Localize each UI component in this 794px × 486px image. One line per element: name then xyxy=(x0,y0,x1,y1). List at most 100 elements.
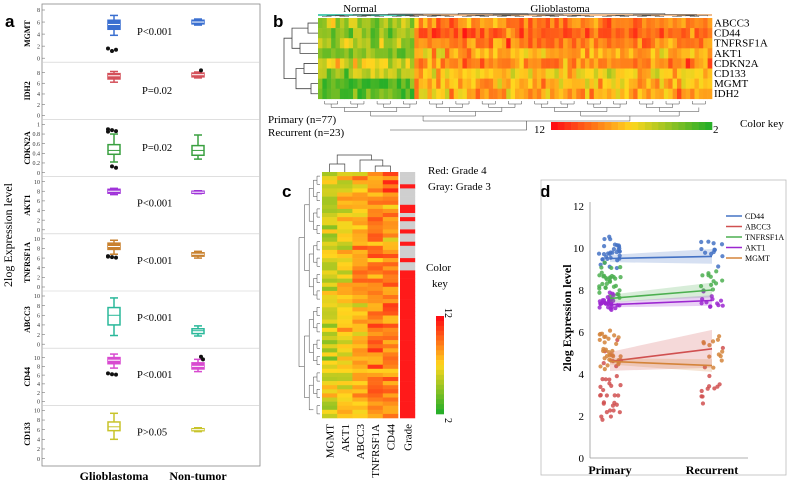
heatmap-cell xyxy=(663,68,669,79)
heatmap-cell xyxy=(576,28,581,39)
point-tnfrsf1a xyxy=(597,290,602,295)
grade-cell xyxy=(400,176,416,181)
heatmap-cell xyxy=(668,78,673,89)
heatmap-cell xyxy=(628,78,634,89)
heatmap-cell xyxy=(545,78,551,89)
heatmap-cell xyxy=(541,48,546,59)
panel-a-tick-label: 4 xyxy=(37,382,40,388)
heatmap-cell xyxy=(322,401,338,406)
key-swatch xyxy=(658,122,666,130)
point-tnfrsf1a xyxy=(698,284,704,289)
heatmap-cell xyxy=(322,38,328,49)
heatmap-cell xyxy=(337,176,353,181)
grade-cell xyxy=(400,225,416,230)
heatmap-cell xyxy=(602,18,608,29)
heatmap-cell xyxy=(331,78,336,89)
heatmap-cell xyxy=(655,68,660,79)
heatmap-cell xyxy=(598,78,603,89)
heatmap-cell xyxy=(322,299,338,304)
key-swatch xyxy=(436,345,444,351)
heatmap-cell xyxy=(382,204,399,210)
heatmap-cell xyxy=(367,315,384,320)
heatmap-cell xyxy=(510,38,516,49)
heatmap-cell xyxy=(335,78,341,89)
heatmap-cell xyxy=(414,58,419,69)
panel-d-ytick: 6 xyxy=(579,327,585,339)
heatmap-cell xyxy=(322,303,338,308)
heatmap-cell xyxy=(615,48,621,59)
heatmap-cell xyxy=(668,48,673,59)
heatmap-cell xyxy=(382,270,399,275)
heatmap-cell xyxy=(414,88,419,100)
heatmap-cell xyxy=(690,18,695,29)
heatmap-cell xyxy=(484,88,490,100)
point-akt1 xyxy=(608,306,613,311)
heatmap-cell xyxy=(589,88,595,100)
heatmap-cell xyxy=(484,48,490,59)
panel-a-tick-label: 2 xyxy=(37,218,40,224)
panel-a-tick-label: 8 xyxy=(37,418,40,424)
panel-a-tick-label: 10 xyxy=(34,409,40,415)
key-swatch xyxy=(591,122,599,130)
heatmap-cell xyxy=(541,18,546,29)
heatmap-cell xyxy=(484,38,490,49)
heatmap-cell xyxy=(337,377,353,382)
heatmap-cell xyxy=(580,48,586,59)
heatmap-cell xyxy=(703,68,708,79)
heatmap-cell xyxy=(361,18,367,29)
heatmap-cell xyxy=(703,48,708,59)
panel-c-cells xyxy=(322,172,416,419)
heatmap-cell xyxy=(418,48,424,59)
heatmap-cell xyxy=(382,409,399,415)
heatmap-cell xyxy=(379,78,384,89)
heatmap-cell xyxy=(322,372,338,378)
grade-cell xyxy=(400,348,416,353)
heatmap-cell xyxy=(337,290,353,296)
heatmap-cell xyxy=(440,48,446,59)
heatmap-cell xyxy=(554,68,560,79)
heatmap-cell xyxy=(659,28,665,39)
heatmap-cell xyxy=(352,368,368,374)
heatmap-cell xyxy=(401,68,406,79)
heatmap-cell xyxy=(339,88,345,100)
heatmap-cell xyxy=(352,237,368,242)
heatmap-cell xyxy=(563,58,568,69)
heatmap-cell xyxy=(628,48,634,59)
heatmap-cell xyxy=(370,48,376,59)
heatmap-cell xyxy=(585,18,590,29)
point-abcc3 xyxy=(609,383,614,389)
grade-cell xyxy=(400,340,416,345)
heatmap-cell xyxy=(506,18,511,29)
heatmap-cell xyxy=(382,303,399,308)
grade-cell xyxy=(400,188,416,193)
point-mgmt xyxy=(715,337,721,342)
heatmap-cell xyxy=(672,48,678,59)
point-akt1 xyxy=(613,306,618,311)
heatmap-cell xyxy=(367,237,384,242)
panel-c-row-dendrogram xyxy=(298,175,320,415)
heatmap-cell xyxy=(337,188,353,193)
box-idh2-glio xyxy=(107,72,121,80)
heatmap-cell xyxy=(382,172,399,177)
heatmap-cell xyxy=(497,48,503,59)
key-swatch xyxy=(571,122,579,130)
heatmap-cell xyxy=(628,68,634,79)
heatmap-cell xyxy=(382,344,399,349)
key-swatch xyxy=(564,122,572,130)
heatmap-cell xyxy=(382,196,399,201)
panel-a-tick-label: 6 xyxy=(37,428,40,434)
heatmap-cell xyxy=(536,58,542,69)
key-swatch xyxy=(436,409,444,415)
point-cd44 xyxy=(614,265,619,271)
heatmap-cell xyxy=(628,58,634,69)
key-swatch xyxy=(436,404,444,410)
heatmap-cell xyxy=(506,58,511,69)
point-tnfrsf1a xyxy=(720,278,725,283)
heatmap-cell xyxy=(383,78,389,89)
heatmap-cell xyxy=(506,68,511,79)
heatmap-cell xyxy=(322,68,328,79)
heatmap-cell xyxy=(318,58,323,69)
heatmap-cell xyxy=(611,58,616,69)
heatmap-cell xyxy=(523,88,529,100)
